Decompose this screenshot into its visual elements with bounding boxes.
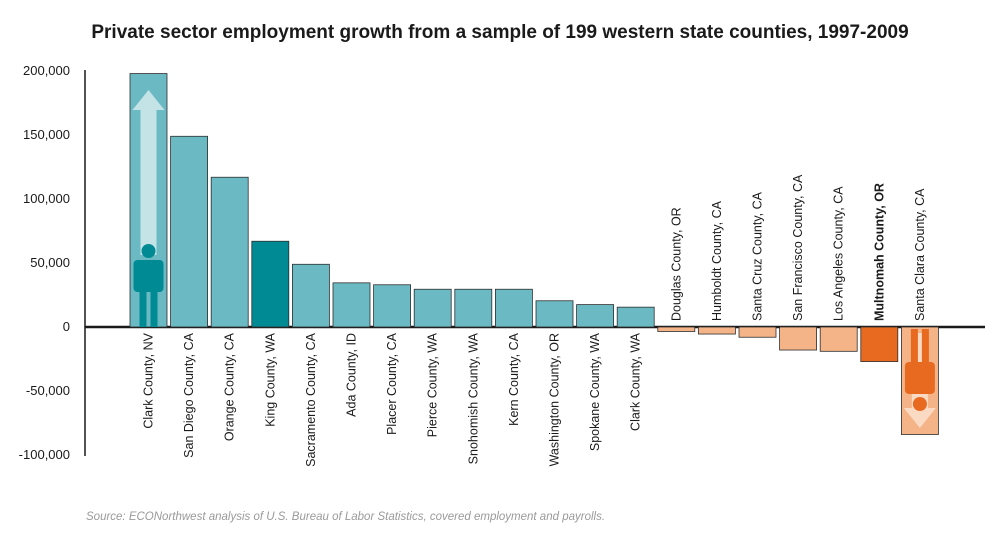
y-tick-label: -50,000	[26, 383, 70, 398]
category-label: Sacramento County, CA	[304, 332, 318, 467]
bar	[332, 282, 371, 328]
y-tick-label: -100,000	[19, 447, 70, 462]
bar	[291, 263, 330, 328]
y-tick-label: 0	[63, 319, 70, 334]
category-label: Douglas County, OR	[669, 207, 683, 321]
category-label: Washington County, OR	[548, 333, 562, 466]
category-label: Ada County, ID	[345, 333, 359, 417]
bar	[698, 326, 736, 335]
category-label: Clark County, NV	[142, 332, 156, 428]
y-tick-label: 150,000	[23, 127, 70, 142]
y-tick-label: 200,000	[23, 63, 70, 78]
category-label: San Francisco County, CA	[791, 174, 805, 321]
bar	[738, 326, 777, 338]
bar	[413, 288, 452, 328]
category-label: Spokane County, WA	[588, 332, 602, 451]
person-leg-right	[150, 290, 158, 327]
bar	[576, 304, 614, 328]
bar	[373, 284, 412, 328]
category-label: Los Angeles County, CA	[832, 186, 846, 321]
person-leg-right	[921, 329, 929, 365]
person-body	[133, 260, 164, 292]
bar	[454, 288, 493, 328]
chart-title: Private sector employment growth from a …	[91, 22, 909, 43]
category-label: Clark County, WA	[629, 332, 643, 431]
category-label: Placer County, CA	[385, 332, 399, 435]
y-tick-label: 50,000	[30, 255, 70, 270]
bars-layer	[129, 73, 939, 435]
category-label: Orange County, CA	[223, 332, 237, 441]
category-label: Pierce County, WA	[426, 332, 440, 437]
bar	[779, 326, 817, 351]
up-arrow-shape	[132, 90, 165, 255]
source-note: Source: ECONorthwest analysis of U.S. Bu…	[86, 511, 606, 523]
inverted-person-with-down-arrow-icon	[903, 329, 936, 428]
person-head	[141, 244, 156, 258]
bar	[535, 300, 574, 328]
category-label: King County, WA	[263, 332, 277, 426]
category-label: San Diego County, CA	[182, 332, 196, 457]
bar	[170, 135, 209, 328]
person-leg-left	[139, 290, 147, 327]
category-label: Santa Clara County, CA	[913, 188, 927, 321]
bar	[819, 326, 858, 352]
person-head	[912, 397, 927, 411]
person-body	[904, 362, 935, 394]
category-label: Santa Cruz County, CA	[751, 191, 765, 321]
person-with-up-arrow-icon	[132, 90, 165, 327]
person-leg-left	[910, 329, 918, 365]
category-label: Multnomah County, OR	[872, 183, 886, 321]
bar	[251, 240, 290, 328]
bar	[494, 288, 533, 328]
bar	[210, 176, 249, 328]
category-label: Snohomish County, WA	[466, 332, 480, 464]
category-label: Humboldt County, CA	[710, 200, 724, 321]
bar	[657, 326, 696, 332]
icons-layer	[132, 90, 936, 428]
bar	[616, 306, 655, 328]
bar	[860, 326, 899, 362]
labels-layer: Clark County, NV San Diego County, CA Oran…	[142, 174, 927, 467]
category-label: Kern County, CA	[507, 332, 521, 426]
y-tick-label: 100,000	[23, 191, 70, 206]
